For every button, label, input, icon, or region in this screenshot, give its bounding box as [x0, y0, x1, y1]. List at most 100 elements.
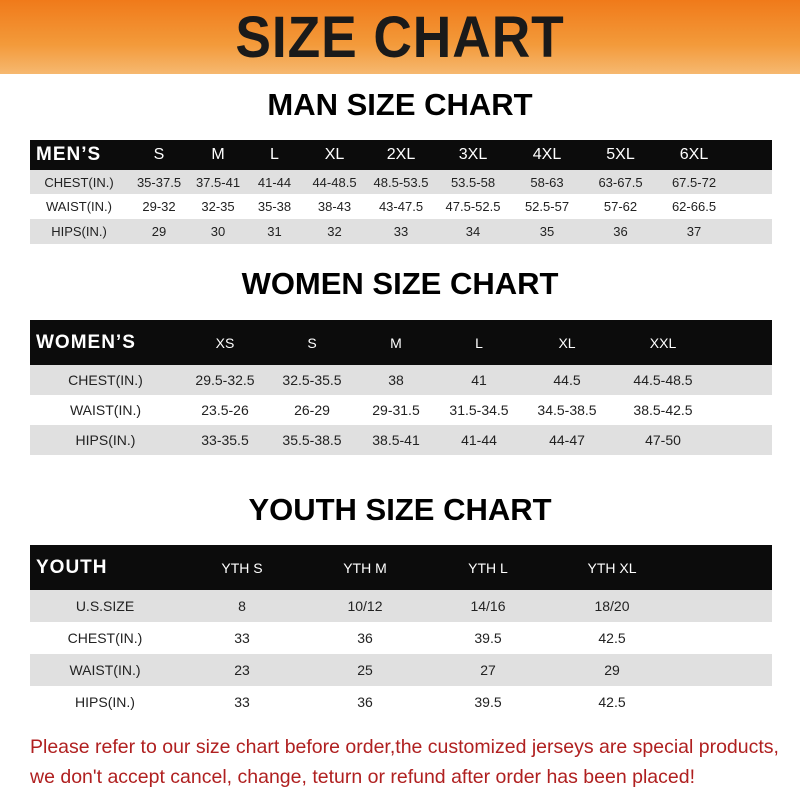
table-cell: 29-32 — [142, 199, 176, 214]
table-cell: 33 — [234, 630, 250, 646]
table-cell: 39.5 — [474, 694, 502, 710]
table-cell: 35-37.5 — [136, 174, 182, 190]
table-row: WAIST(IN.) 29-32 32-35 35-38 38-43 43-47.5 47.… — [30, 194, 772, 219]
table-cell: 35 — [539, 224, 555, 239]
size-column-header: 5XL — [606, 146, 635, 163]
table-cell: 23 — [234, 662, 250, 678]
table-cell: 32.5-35.5 — [282, 372, 342, 388]
table-cell: 29 — [604, 662, 620, 678]
table-row: CHEST(IN.) 29.5-32.5 32.5-35.5 38 41 44.5 44.5… — [30, 365, 772, 395]
youth-size-table: YOUTH YTH S YTH M YTH L YTH XL U.S.SIZE 8 10/12… — [30, 545, 772, 718]
row-label: CHEST(IN.) — [68, 372, 143, 388]
size-column-header: M — [390, 334, 402, 351]
size-column-header: YTH M — [343, 559, 387, 576]
row-label: WAIST(IN.) — [69, 662, 141, 678]
table-cell: 8 — [238, 598, 246, 614]
table-cell: 25 — [357, 662, 373, 678]
table-corner-label: YOUTH — [36, 556, 108, 578]
size-column-header: XS — [215, 334, 235, 351]
table-cell: 58-63 — [530, 174, 564, 190]
row-label: CHEST(IN.) — [67, 630, 143, 646]
size-column-header: 3XL — [458, 146, 488, 163]
table-row: CHEST(IN.) 35-37.5 37.5-41 41-44 44-48.5 48.5… — [30, 170, 772, 194]
table-cell: 14/16 — [470, 598, 506, 614]
size-column-header: 4XL — [532, 146, 562, 163]
table-cell: 47-50 — [645, 432, 681, 448]
table-cell: 33 — [234, 694, 250, 710]
page-title: SIZE CHART — [235, 5, 565, 70]
table-cell: 44-47 — [549, 432, 585, 448]
size-column-header: XL — [324, 146, 345, 163]
table-cell: 37.5-41 — [195, 174, 241, 190]
table-cell: 31 — [267, 224, 282, 239]
table-cell: 26-29 — [294, 402, 330, 418]
size-column-header: 2XL — [386, 146, 416, 163]
table-cell: 36 — [357, 694, 373, 710]
banner: SIZE CHART — [0, 0, 800, 74]
table-cell: 39.5 — [474, 630, 502, 646]
notice-line-1: Please refer to our size chart before or… — [30, 736, 779, 758]
table-cell: 62-66.5 — [671, 199, 717, 214]
row-label: CHEST(IN.) — [44, 174, 114, 190]
row-label: HIPS(IN.) — [51, 224, 107, 239]
women-size-table: WOMEN’S XS S M L XL XXL CHEST(IN.) 29.5-32.5 32.5… — [30, 320, 772, 455]
size-column-header: XL — [558, 334, 576, 351]
table-cell: 42.5 — [598, 694, 626, 710]
table-cell: 36 — [613, 224, 628, 239]
table-cell: 41-44 — [257, 174, 292, 190]
table-cell: 38.5-42.5 — [633, 402, 693, 418]
size-column-header: L — [475, 334, 483, 351]
table-corner-label: MEN’S — [36, 144, 102, 165]
table-cell: 10/12 — [347, 598, 383, 614]
size-column-header: S — [153, 146, 165, 163]
table-cell: 53.5-58 — [450, 174, 496, 190]
table-cell: 42.5 — [598, 630, 626, 646]
table-cell: 23.5-26 — [201, 402, 249, 418]
size-column-header: L — [270, 146, 279, 163]
table-cell: 35-38 — [257, 199, 292, 214]
table-cell: 44.5 — [553, 372, 581, 388]
table-header-row: MEN’S S M L XL 2XL 3XL 4XL 5XL 6XL — [30, 140, 772, 170]
table-cell: 33 — [393, 224, 409, 239]
table-header-row: WOMEN’S XS S M L XL XXL — [30, 320, 772, 365]
table-cell: 32-35 — [201, 199, 235, 214]
table-cell: 63-67.5 — [598, 174, 643, 190]
table-cell: 67.5-72 — [671, 174, 717, 190]
table-cell: 27 — [480, 662, 496, 678]
table-cell: 29 — [151, 224, 167, 239]
size-column-header: 6XL — [679, 146, 709, 163]
size-column-header: XXL — [649, 334, 677, 351]
size-column-header: S — [307, 334, 317, 351]
table-cell: 44.5-48.5 — [633, 372, 693, 388]
men-size-table: MEN’S S M L XL 2XL 3XL 4XL 5XL 6XL CHEST(IN.) 35-37… — [30, 140, 772, 244]
row-label: WAIST(IN.) — [46, 199, 112, 214]
table-row: WAIST(IN.) 23 25 27 29 — [30, 654, 772, 686]
table-row: CHEST(IN.) 33 36 39.5 42.5 — [30, 622, 772, 654]
table-cell: 44-48.5 — [312, 174, 357, 190]
table-cell: 32 — [327, 224, 342, 239]
table-cell: 34.5-38.5 — [537, 402, 597, 418]
row-label: HIPS(IN.) — [75, 432, 136, 448]
table-cell: 43-47.5 — [378, 199, 424, 214]
table-cell: 48.5-53.5 — [373, 174, 429, 190]
table-row: HIPS(IN.) 33 36 39.5 42.5 — [30, 686, 772, 718]
row-label: WAIST(IN.) — [69, 402, 142, 418]
notice-line-2: we don't accept cancel, change, teturn o… — [30, 766, 695, 788]
table-cell: 29-31.5 — [372, 402, 420, 418]
table-cell: 41-44 — [461, 432, 497, 448]
men-section-title: MAN SIZE CHART — [267, 87, 533, 122]
table-cell: 52.5-57 — [524, 199, 570, 214]
table-cell: 33-35.5 — [201, 432, 249, 448]
table-cell: 30 — [210, 224, 226, 239]
size-column-header: YTH S — [221, 559, 263, 576]
table-row: WAIST(IN.) 23.5-26 26-29 29-31.5 31.5-34.5 34… — [30, 395, 772, 425]
row-label: U.S.SIZE — [75, 598, 135, 614]
size-column-header: YTH L — [468, 559, 508, 576]
table-cell: 35.5-38.5 — [282, 432, 342, 448]
table-cell: 41 — [471, 372, 487, 388]
table-header-row: YOUTH YTH S YTH M YTH L YTH XL — [30, 545, 772, 590]
table-cell: 38.5-41 — [372, 432, 420, 448]
table-cell: 18/20 — [594, 598, 630, 614]
table-cell: 31.5-34.5 — [449, 402, 509, 418]
table-cell: 36 — [357, 630, 373, 646]
